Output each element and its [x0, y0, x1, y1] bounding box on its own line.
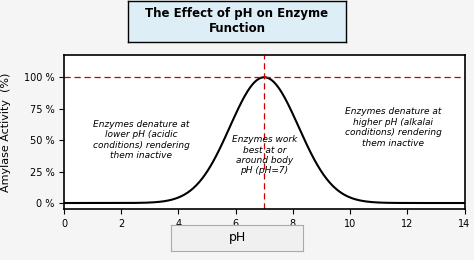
Text: The Effect of pH on Enzyme
Function: The Effect of pH on Enzyme Function	[146, 8, 328, 35]
Text: Enzymes work
best at or
around body
pH (pH=7): Enzymes work best at or around body pH (…	[232, 135, 297, 175]
Text: Amylase Activity  (%): Amylase Activity (%)	[0, 72, 11, 192]
Text: Enzymes denature at
higher pH (alkalai
conditions) rendering
them inactive: Enzymes denature at higher pH (alkalai c…	[345, 107, 441, 148]
Text: Enzymes denature at
lower pH (acidic
conditions) rendering
them inactive: Enzymes denature at lower pH (acidic con…	[93, 120, 190, 160]
Text: pH: pH	[228, 231, 246, 244]
